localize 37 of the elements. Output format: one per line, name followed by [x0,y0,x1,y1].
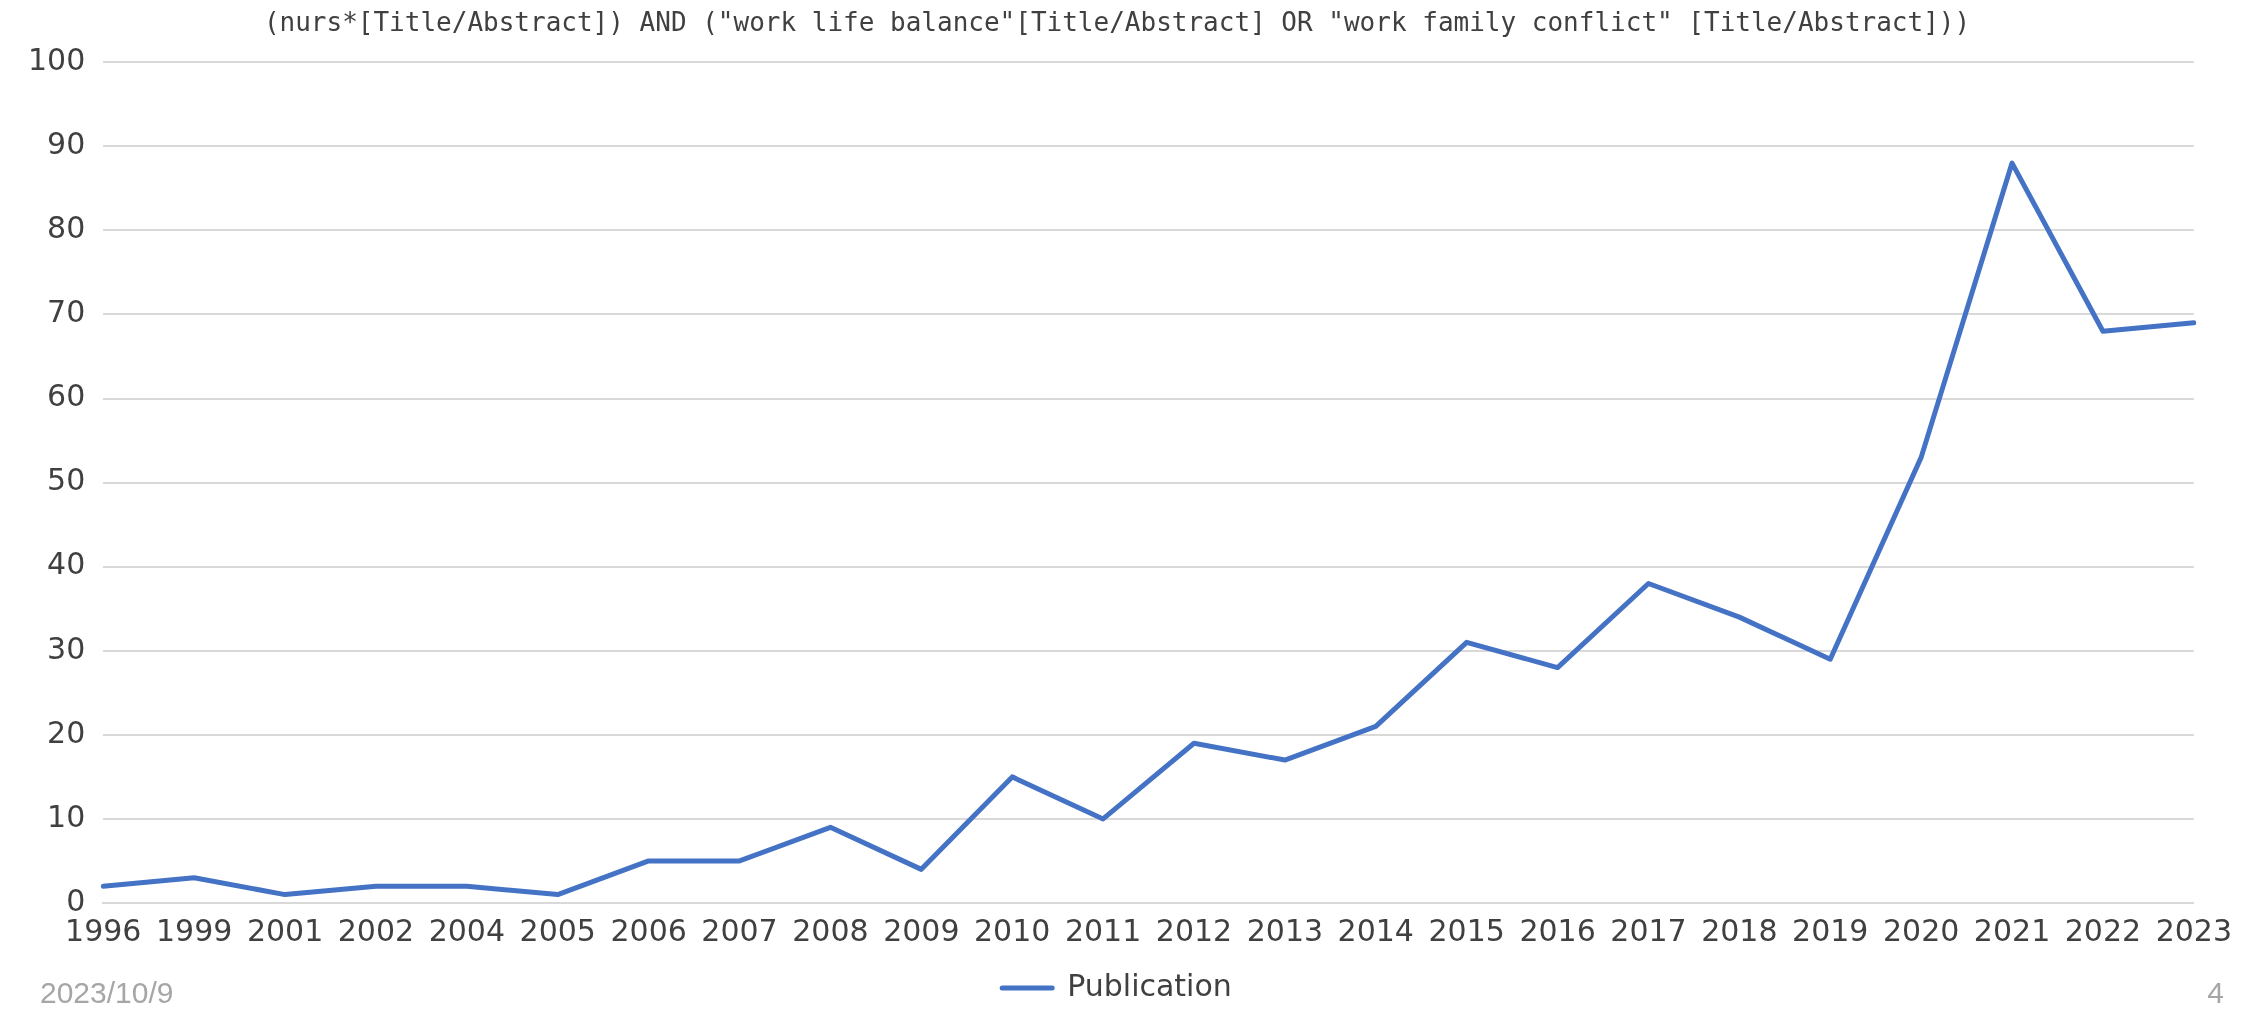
text: 2023/10/9 [40,976,174,1010]
text: 4 [2207,976,2224,1010]
x-tick-label: 2016 [1519,912,1596,948]
y-tick-label: 60 [47,378,86,414]
x-tick-label: 2017 [1610,912,1687,948]
x-tick-label: 2015 [1428,912,1505,948]
x-tick-label: 2006 [610,912,687,948]
x-tick-label: 2018 [1701,912,1778,948]
x-tick-label: 2014 [1337,912,1414,948]
y-tick-label: 40 [47,546,86,582]
x-tick-label: 2011 [1064,912,1142,948]
y-tick-label: 10 [47,798,86,834]
x-tick-label: 2023 [2155,912,2233,948]
y-tick-label: 30 [47,630,86,666]
x-tick-label: 2009 [883,912,960,948]
x-tick-label: 2001 [246,912,324,948]
y-tick-label: 100 [28,42,86,77]
x-tick-label: 2013 [1246,912,1324,948]
y-tick-label: 80 [47,210,86,246]
y-tick-label: 90 [47,126,86,162]
y-tick-label: 70 [47,294,86,330]
x-tick-label: 2004 [428,912,506,948]
x-tick-label: 2012 [1155,912,1233,948]
x-tick-label: 2008 [792,912,869,948]
x-tick-label: 2022 [2064,912,2142,948]
legend-label: Publication [1067,967,1232,1003]
x-tick-label: 2002 [337,912,415,948]
y-tick-label: 20 [47,714,86,750]
y-tick-label: 50 [47,462,86,498]
x-tick-label: 2020 [1882,912,1960,948]
x-tick-label: 2007 [701,912,778,948]
x-tick-label: 1999 [155,912,233,948]
x-tick-label: 2019 [1792,912,1869,948]
x-tick-label: 2021 [1973,912,2051,948]
x-tick-label: 2005 [519,912,596,948]
x-tick-label: 2010 [974,912,1051,948]
chart-title: (nurs*[Title/Abstract]) AND ("work life balance"[Title/Abstract] OR "work family conflict" [Title/Abstract])) [263,7,1971,38]
